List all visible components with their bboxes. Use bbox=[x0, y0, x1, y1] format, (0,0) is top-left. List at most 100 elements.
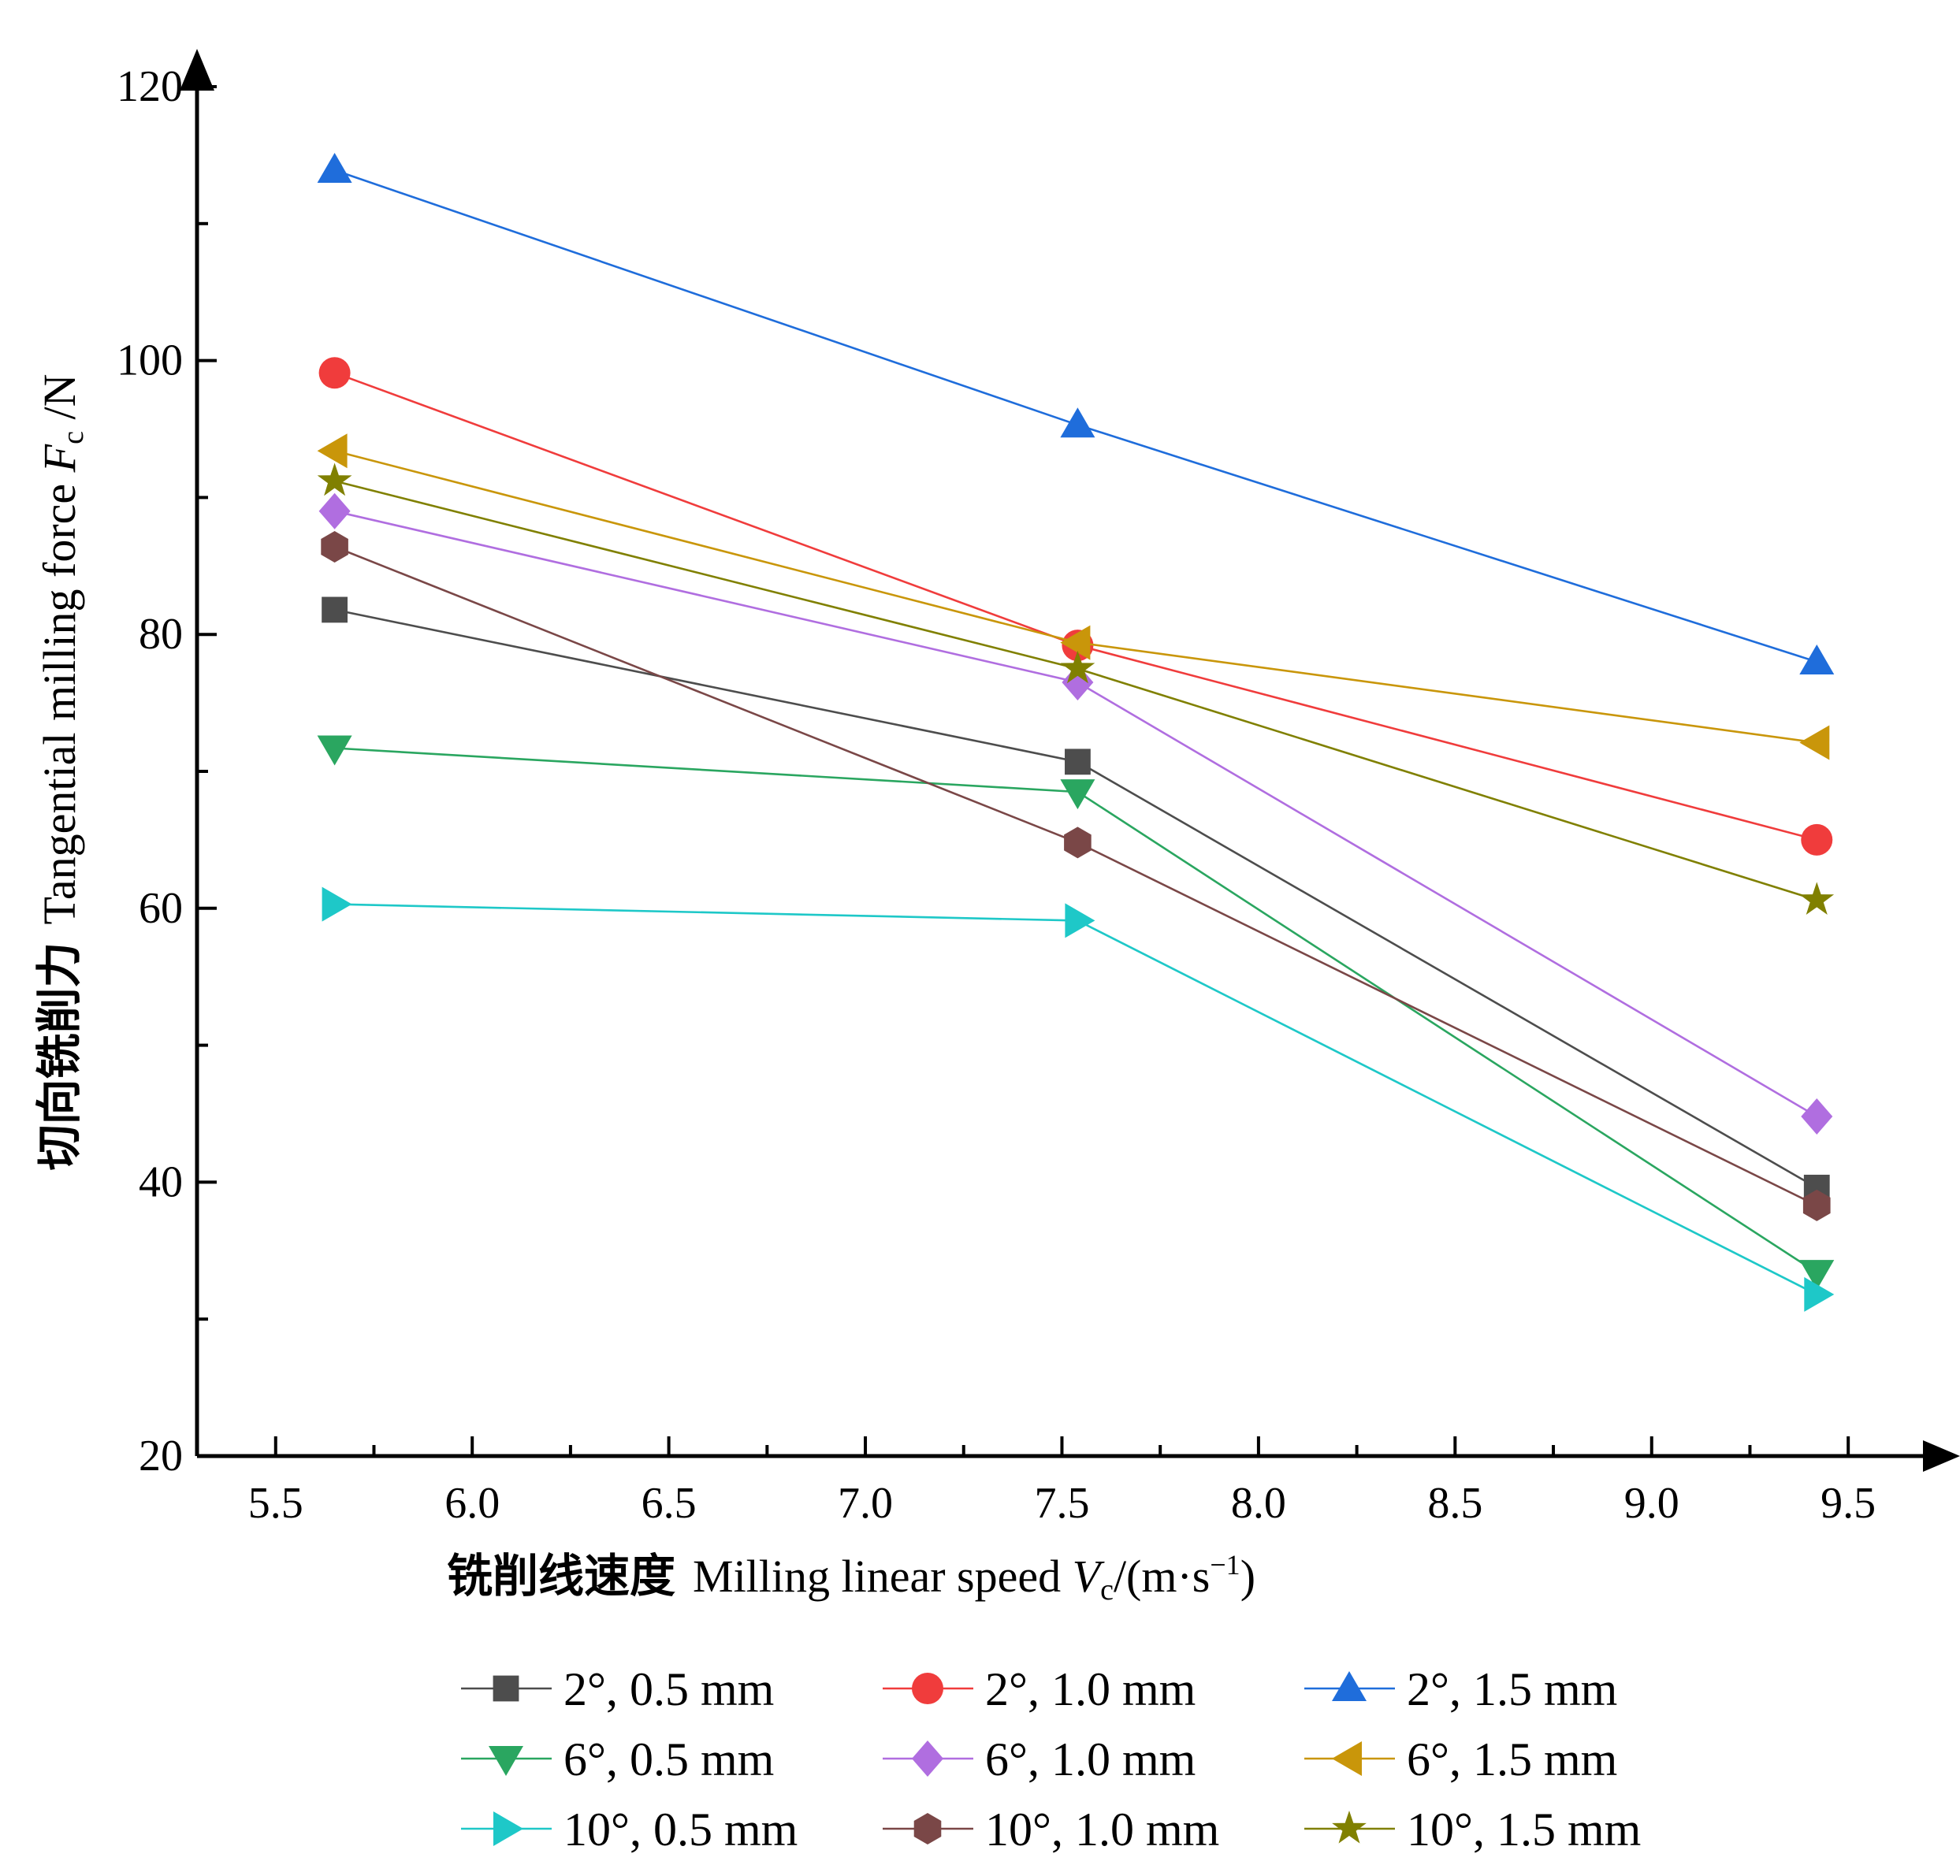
svg-text:切向铣削力Tangential milling force: 切向铣削力 Tangential milling force Fc /N bbox=[32, 374, 90, 1171]
data-point bbox=[1065, 749, 1091, 775]
x-axis-title-unit-sup: −1 bbox=[1210, 1549, 1240, 1581]
legend-label: 2°, 1.0 mm bbox=[985, 1663, 1196, 1715]
series-2 bbox=[317, 153, 1835, 674]
y-axis-title-unit: /N bbox=[34, 374, 85, 432]
axes: 5.5 6.0 6.5 7.0 7.5 8.0 8.5 9.0 9.5 20 40 60 80 100 12… bbox=[117, 49, 1960, 1528]
data-point bbox=[322, 596, 348, 623]
data-point bbox=[1799, 645, 1835, 674]
legend-item: 6°, 1.0 mm bbox=[883, 1733, 1196, 1785]
data-point bbox=[321, 531, 348, 563]
x-axis-title-en: Milling linear speed bbox=[693, 1551, 1073, 1602]
legend-item: 10°, 1.0 mm bbox=[883, 1804, 1219, 1856]
x-tick-label: 8.0 bbox=[1231, 1479, 1286, 1528]
legend-item: 6°, 0.5 mm bbox=[461, 1733, 774, 1785]
x-axis-title-unit: /(m·s bbox=[1114, 1551, 1210, 1602]
data-point bbox=[1060, 625, 1091, 660]
legend-marker bbox=[1332, 1741, 1362, 1776]
data-point bbox=[1060, 650, 1095, 684]
legend-item: 2°, 0.5 mm bbox=[461, 1663, 774, 1715]
y-axis-arrow bbox=[180, 49, 214, 91]
x-axis-title: 铣削线速度 Milling linear speed Vc/(m·s−1) bbox=[447, 1549, 1255, 1607]
y-tick-label: 100 bbox=[117, 336, 183, 385]
x-axis-title-unit-end: ) bbox=[1240, 1551, 1255, 1602]
y-tick-label: 80 bbox=[139, 610, 183, 659]
data-point bbox=[1060, 779, 1095, 810]
legend-item: 6°, 1.5 mm bbox=[1304, 1733, 1617, 1785]
y-tick-label: 60 bbox=[139, 884, 183, 933]
x-tick-label: 6.0 bbox=[444, 1479, 500, 1528]
legend-label: 6°, 0.5 mm bbox=[563, 1733, 774, 1785]
legend-marker bbox=[1332, 1671, 1367, 1701]
data-point bbox=[1060, 407, 1095, 438]
data-point bbox=[318, 357, 351, 389]
legend-marker bbox=[913, 1813, 942, 1844]
legend-label: 10°, 0.5 mm bbox=[563, 1804, 798, 1856]
series-line bbox=[334, 450, 1817, 744]
legend-label: 10°, 1.0 mm bbox=[985, 1804, 1219, 1856]
legend-label: 2°, 1.5 mm bbox=[1407, 1663, 1617, 1715]
data-point bbox=[1799, 882, 1835, 915]
data-point bbox=[1799, 1260, 1835, 1291]
y-axis-title-var: F bbox=[34, 444, 85, 473]
legend-label: 2°, 0.5 mm bbox=[563, 1663, 774, 1715]
x-tick-label: 7.5 bbox=[1034, 1479, 1089, 1528]
y-axis-title-en: Tangential milling force bbox=[34, 472, 85, 924]
data-point bbox=[1062, 664, 1094, 700]
series-layer bbox=[317, 153, 1835, 1312]
y-tick-label: 40 bbox=[139, 1157, 183, 1206]
series-4 bbox=[318, 492, 1833, 1135]
x-axis-title-var: V bbox=[1073, 1551, 1106, 1602]
data-point bbox=[1804, 1276, 1835, 1312]
legend-label: 6°, 1.5 mm bbox=[1407, 1733, 1617, 1785]
series-7 bbox=[321, 531, 1831, 1221]
data-point bbox=[317, 462, 352, 496]
series-6 bbox=[322, 886, 1835, 1312]
legend-label: 6°, 1.0 mm bbox=[985, 1733, 1196, 1785]
legend-marker bbox=[489, 1746, 523, 1776]
series-8 bbox=[317, 462, 1835, 915]
x-tick-label: 8.5 bbox=[1427, 1479, 1482, 1528]
legend: 2°, 0.5 mm 2°, 1.0 mm 2°, 1.5 mm 6°, 0.5 mm… bbox=[461, 1663, 1641, 1856]
data-point bbox=[1801, 823, 1833, 856]
legend-label: 10°, 1.5 mm bbox=[1407, 1804, 1641, 1856]
legend-marker bbox=[912, 1740, 943, 1777]
legend-item: 2°, 1.0 mm bbox=[883, 1663, 1196, 1715]
data-point bbox=[1065, 903, 1095, 938]
x-tick-label: 6.5 bbox=[642, 1479, 697, 1528]
x-axis-title-cn: 铣削线速度 bbox=[447, 1549, 675, 1603]
data-point bbox=[317, 433, 348, 469]
legend-marker bbox=[1332, 1811, 1367, 1844]
x-tick-label: 9.5 bbox=[1821, 1479, 1876, 1528]
series-line bbox=[334, 903, 1817, 1296]
legend-item: 10°, 0.5 mm bbox=[461, 1804, 798, 1856]
x-tick-label: 7.0 bbox=[838, 1479, 893, 1528]
legend-marker bbox=[912, 1673, 943, 1704]
data-point bbox=[317, 153, 352, 183]
legend-item: 10°, 1.5 mm bbox=[1304, 1804, 1641, 1856]
series-5 bbox=[317, 433, 1830, 760]
data-point bbox=[1064, 827, 1092, 859]
data-point bbox=[322, 886, 352, 922]
data-point bbox=[317, 735, 352, 766]
legend-marker bbox=[493, 1811, 523, 1846]
legend-marker bbox=[493, 1675, 519, 1702]
legend-item: 2°, 1.5 mm bbox=[1304, 1663, 1617, 1715]
x-axis-title-sub: c bbox=[1100, 1573, 1114, 1607]
y-axis-title: 切向铣削力 Tangential milling force Fc /N bbox=[32, 374, 90, 1171]
data-point bbox=[1801, 1098, 1833, 1135]
x-tick-label: 5.5 bbox=[248, 1479, 303, 1528]
y-tick-label: 120 bbox=[117, 62, 183, 111]
series-line bbox=[334, 747, 1818, 1274]
x-tick-label: 9.0 bbox=[1624, 1479, 1679, 1528]
data-point bbox=[1799, 725, 1830, 760]
y-tick-label: 20 bbox=[139, 1432, 183, 1480]
y-axis-title-sub: c bbox=[57, 431, 90, 444]
data-point bbox=[318, 492, 351, 529]
y-axis-title-cn: 切向铣削力 bbox=[32, 942, 86, 1170]
data-point bbox=[1802, 1189, 1831, 1221]
x-axis-arrow bbox=[1923, 1440, 1960, 1472]
series-line bbox=[334, 510, 1817, 1118]
series-3 bbox=[317, 735, 1835, 1291]
